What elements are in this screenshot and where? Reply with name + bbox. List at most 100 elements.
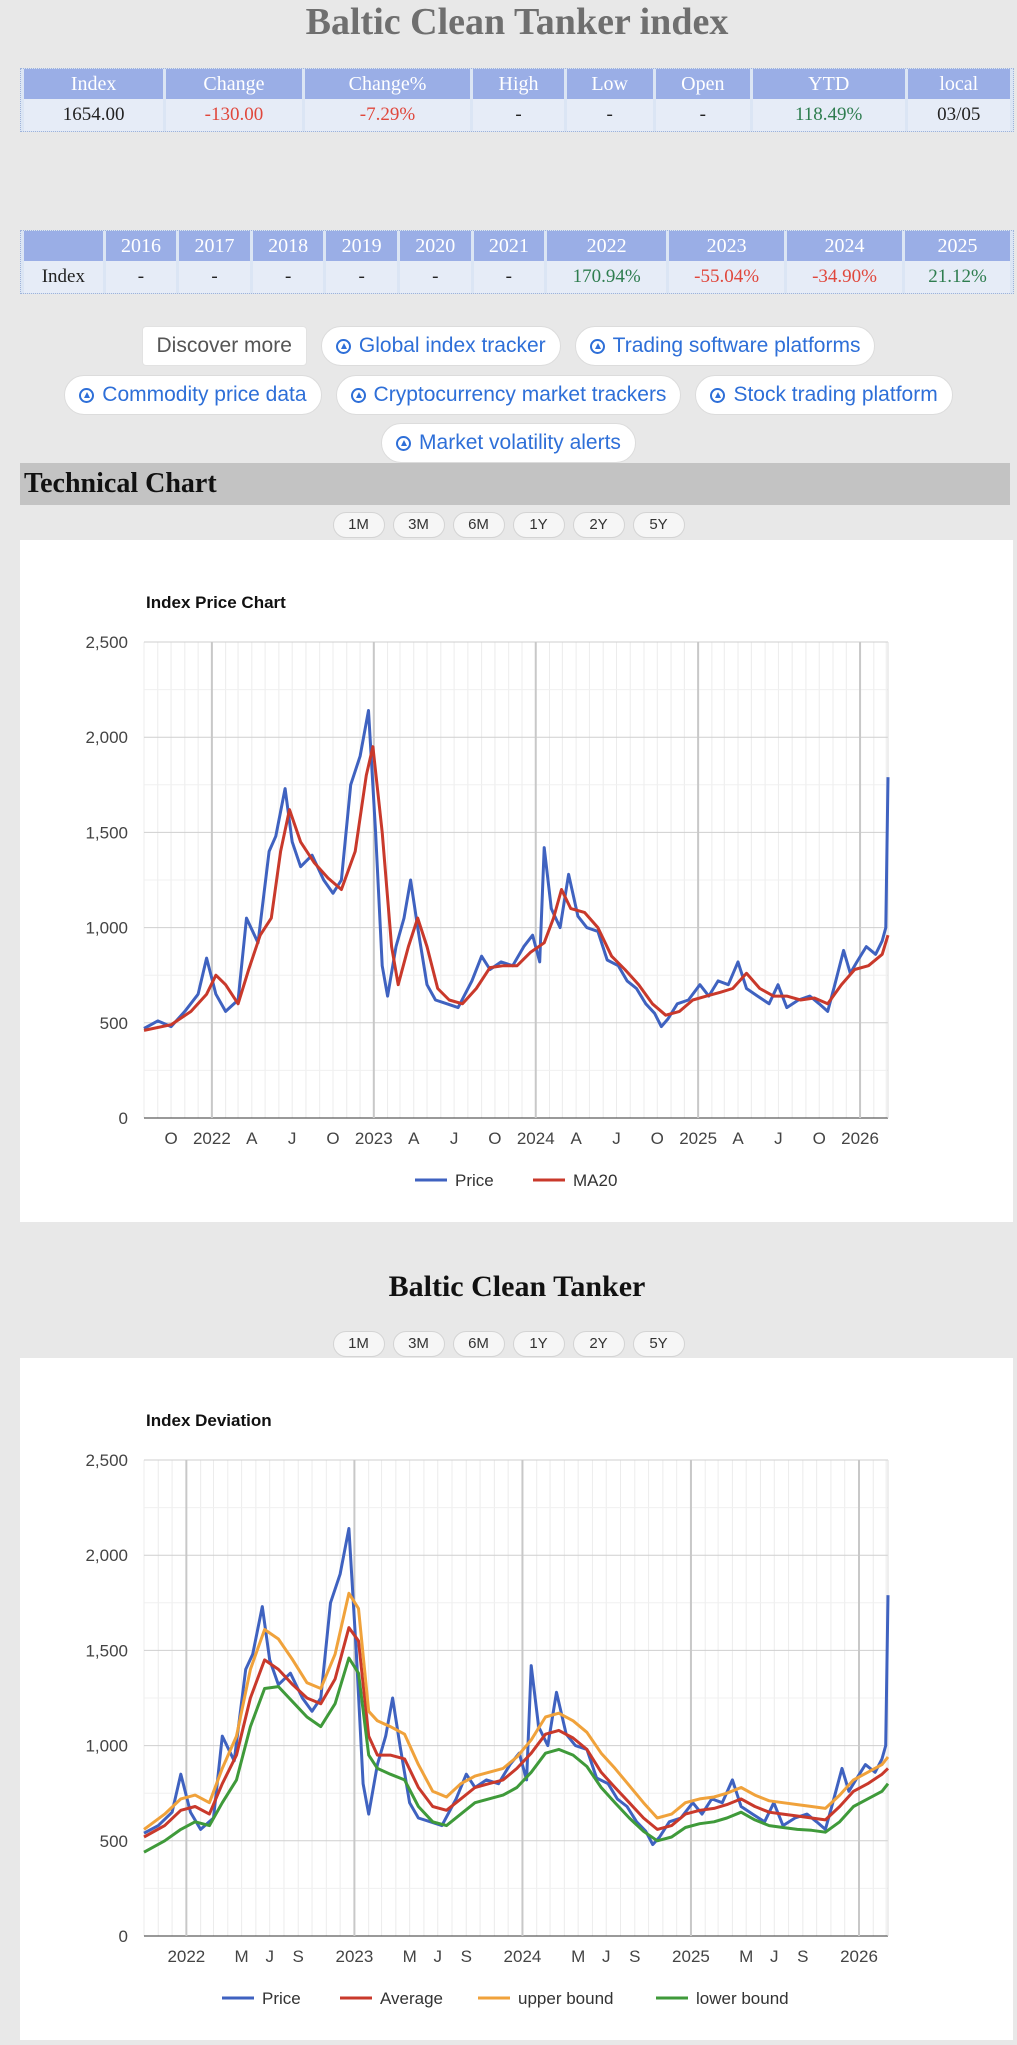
quote-local-value: 03/05 bbox=[907, 99, 1010, 131]
quote-header: Open bbox=[655, 69, 750, 99]
y-tick-label: 0 bbox=[119, 1927, 128, 1946]
link-chip[interactable]: Commodity price data bbox=[64, 375, 322, 415]
y-tick-label: 1,000 bbox=[85, 1737, 128, 1756]
quote-open-value: - bbox=[655, 99, 750, 131]
annual-value: - bbox=[105, 261, 177, 293]
x-tick-label: A bbox=[246, 1129, 258, 1148]
x-tick-label: 2024 bbox=[517, 1129, 555, 1148]
range-button-3m[interactable]: 3M bbox=[392, 512, 445, 538]
x-tick-label: J bbox=[612, 1129, 621, 1148]
series-line-upper-bound bbox=[143, 1591, 890, 1831]
annual-header: 2019 bbox=[326, 231, 397, 261]
annual-header: 2024 bbox=[787, 231, 903, 261]
y-tick-label: 1,500 bbox=[85, 1641, 128, 1660]
range-button-3m[interactable]: 3M bbox=[392, 1331, 445, 1357]
x-tick-label: J bbox=[770, 1947, 779, 1966]
annual-value: - bbox=[179, 261, 250, 293]
quote-header: High bbox=[473, 69, 564, 99]
price-chart-panel: 0 500 1,000 1,500 2,000 2,500 O 2022 A J O 2023 A J O 2… bbox=[20, 540, 1013, 1222]
quote-change-pct-value: -7.29% bbox=[304, 99, 471, 131]
link-chip[interactable]: Cryptocurrency market trackers bbox=[335, 375, 682, 415]
annual-header: 2017 bbox=[179, 231, 250, 261]
quote-header: YTD bbox=[752, 69, 905, 99]
x-tick-label: 2023 bbox=[335, 1947, 373, 1966]
link-chip[interactable]: Stock trading platform bbox=[695, 375, 953, 415]
annual-value: - bbox=[399, 261, 471, 293]
x-tick-label: S bbox=[629, 1947, 640, 1966]
x-tick-label: 2022 bbox=[193, 1129, 231, 1148]
chart-title: Index Price Chart bbox=[146, 593, 286, 612]
link-chip-label: Global index tracker bbox=[358, 334, 546, 357]
deviation-section-title: Baltic Clean Tanker bbox=[388, 1270, 646, 1303]
annual-header: 2018 bbox=[252, 231, 324, 261]
arrow-up-circle-icon bbox=[335, 338, 351, 354]
legend-label: Price bbox=[262, 1989, 301, 2008]
minor-gridlines bbox=[143, 1460, 888, 1936]
y-tick-label: 1,000 bbox=[85, 919, 128, 938]
annual-header: 2023 bbox=[669, 231, 785, 261]
x-tick-label: J bbox=[265, 1947, 274, 1966]
annual-header: 2025 bbox=[905, 231, 1010, 261]
range-button-5y[interactable]: 5Y bbox=[632, 512, 685, 538]
x-tick-label: J bbox=[774, 1129, 783, 1148]
range-selector-2: 1M 3M 6M 1Y 2Y 5Y bbox=[0, 1331, 1017, 1357]
x-tick-label: J bbox=[450, 1129, 459, 1148]
x-tick-label: 2023 bbox=[355, 1129, 393, 1148]
annual-header: 2020 bbox=[399, 231, 471, 261]
y-tick-label: 2,000 bbox=[85, 728, 128, 747]
x-tick-label: M bbox=[235, 1947, 249, 1966]
page-title: Baltic Clean Tanker index bbox=[305, 1, 729, 43]
range-button-2y[interactable]: 2Y bbox=[572, 512, 625, 538]
x-tick-label: O bbox=[326, 1129, 339, 1148]
x-tick-label: A bbox=[732, 1129, 744, 1148]
range-button-1m[interactable]: 1M bbox=[332, 512, 385, 538]
legend-label: MA20 bbox=[573, 1171, 617, 1190]
quote-high-value: - bbox=[473, 99, 564, 131]
range-button-1y[interactable]: 1Y bbox=[512, 512, 565, 538]
range-button-6m[interactable]: 6M bbox=[452, 512, 505, 538]
series-line-price bbox=[143, 1527, 890, 1847]
range-button-6m[interactable]: 6M bbox=[452, 1331, 505, 1357]
arrow-up-circle-icon bbox=[396, 435, 412, 451]
quote-index-value: 1654.00 bbox=[24, 99, 164, 131]
quote-header: Change bbox=[166, 69, 302, 99]
y-tick-label: 500 bbox=[100, 1014, 128, 1033]
annual-value: 21.12% bbox=[905, 261, 1010, 293]
annual-value: - bbox=[326, 261, 397, 293]
range-button-1m[interactable]: 1M bbox=[332, 1331, 385, 1357]
arrow-up-circle-icon bbox=[350, 387, 366, 403]
link-chip[interactable]: Market volatility alerts bbox=[381, 423, 636, 463]
series-line-average bbox=[143, 1626, 890, 1839]
x-tick-label: J bbox=[288, 1129, 297, 1148]
x-tick-label: 2024 bbox=[504, 1947, 542, 1966]
range-button-5y[interactable]: 5Y bbox=[632, 1331, 685, 1357]
quote-value-row: 1654.00 -130.00 -7.29% - - - 118.49% 03/… bbox=[24, 99, 1010, 131]
series-line-lower-bound bbox=[143, 1656, 890, 1854]
technical-chart-heading: Technical Chart bbox=[20, 463, 1010, 505]
link-chip-label: Cryptocurrency market trackers bbox=[373, 383, 667, 406]
quote-header: local bbox=[907, 69, 1010, 99]
legend-label: upper bound bbox=[518, 1989, 613, 2008]
quote-change-value: -130.00 bbox=[166, 99, 302, 131]
discover-row-2: Commodity price data Cryptocurrency mark… bbox=[0, 375, 1017, 415]
x-tick-label: 2022 bbox=[167, 1947, 205, 1966]
quote-table: Index Change Change% High Low Open YTD l… bbox=[20, 68, 1014, 132]
link-chip-label: Stock trading platform bbox=[733, 383, 938, 406]
y-tick-label: 2,500 bbox=[85, 1451, 128, 1470]
annual-value: - bbox=[252, 261, 324, 293]
y-tick-label: 2,000 bbox=[85, 1546, 128, 1565]
quote-header: Change% bbox=[304, 69, 471, 99]
x-tick-label: 2025 bbox=[672, 1947, 710, 1966]
link-chip[interactable]: Trading software platforms bbox=[574, 326, 876, 366]
link-chip[interactable]: Global index tracker bbox=[320, 326, 561, 366]
range-button-1y[interactable]: 1Y bbox=[512, 1331, 565, 1357]
range-button-2y[interactable]: 2Y bbox=[572, 1331, 625, 1357]
x-tick-label: 2026 bbox=[840, 1947, 878, 1966]
legend-label: Average bbox=[380, 1989, 443, 2008]
x-tick-label: M bbox=[739, 1947, 753, 1966]
annual-value: -55.04% bbox=[669, 261, 785, 293]
quote-low-value: - bbox=[566, 99, 653, 131]
annual-value-row: Index - - - - - - 170.94% -55.04% -34.90… bbox=[24, 261, 1010, 293]
arrow-up-circle-icon bbox=[589, 338, 605, 354]
